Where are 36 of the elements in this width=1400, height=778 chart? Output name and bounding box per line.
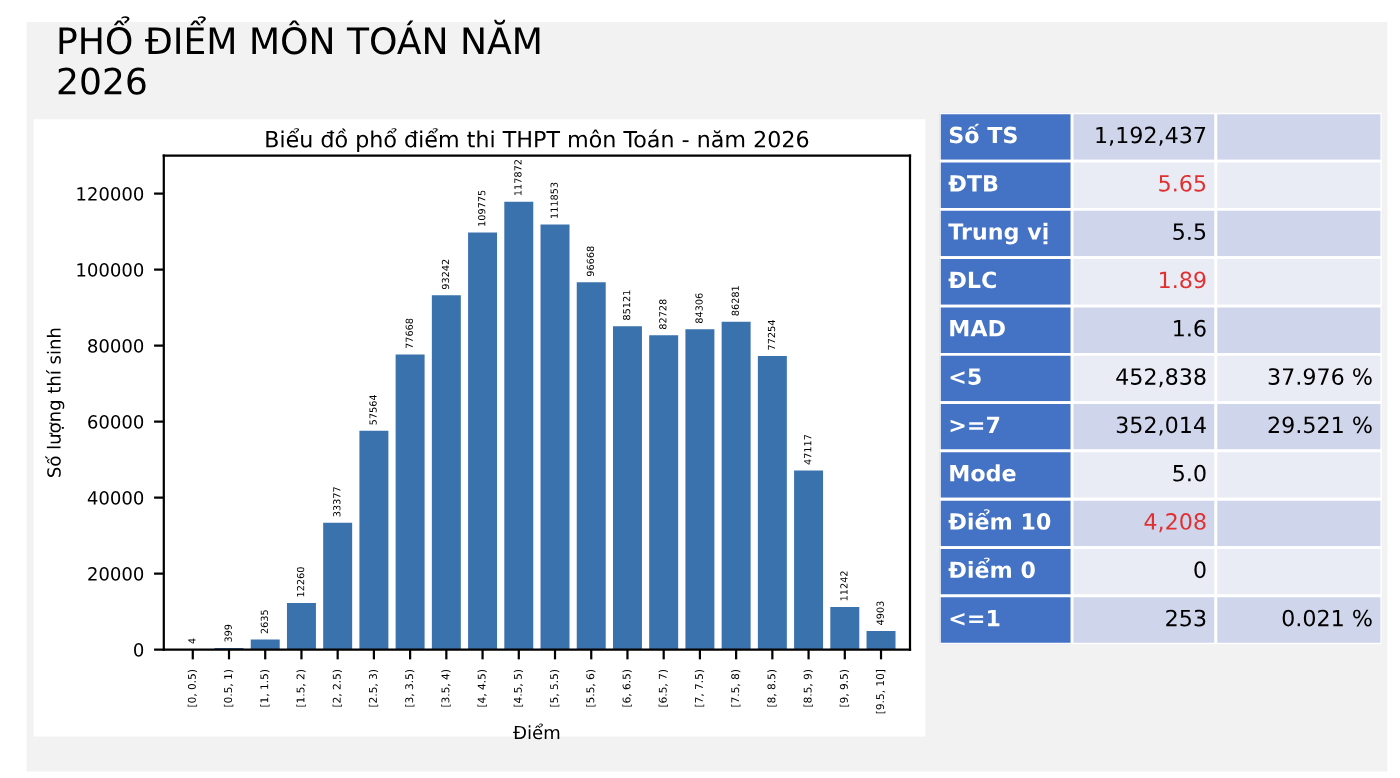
category-label: ĐTB bbox=[948, 175, 998, 192]
category-label: Trung vị bbox=[948, 222, 1048, 245]
text: 37.976 % bbox=[1268, 368, 1372, 385]
y-tick-label: 120000 bbox=[77, 187, 144, 201]
text: 1.89 bbox=[1160, 271, 1206, 289]
y-tick-label: 40000 bbox=[87, 491, 144, 505]
category-label: Điểm 0 bbox=[948, 557, 1035, 579]
text: 1,192,437 bbox=[1096, 126, 1206, 146]
y-axis-title: Số lượng thí sinh bbox=[45, 328, 65, 477]
category-label: MAD bbox=[950, 320, 1005, 337]
text: 0 bbox=[1194, 561, 1206, 579]
category-label: >=7 bbox=[950, 416, 1000, 433]
text: 5.0 bbox=[1173, 464, 1206, 482]
category-label: ĐLC bbox=[948, 271, 996, 289]
text: 29.521 % bbox=[1268, 416, 1372, 434]
chart-title: PHỔ ĐIỂM MÔN TOÁN NĂM 2026 bbox=[58, 16, 540, 95]
category-label: <=1 bbox=[950, 609, 1000, 627]
text: 0.021 % bbox=[1282, 609, 1372, 627]
text: 253 bbox=[1166, 609, 1206, 627]
category-label: Số TS bbox=[949, 123, 1017, 144]
text: 452,838 bbox=[1116, 368, 1206, 388]
chart-subtitle: Biểu đồ phổ điểm thi THPT môn Toán - năm 2026 bbox=[266, 128, 809, 152]
text: 1.6 bbox=[1174, 319, 1206, 337]
category-label: <5 bbox=[950, 368, 981, 385]
y-tick-label: 0 bbox=[134, 643, 144, 657]
text: 5.65 bbox=[1159, 174, 1206, 192]
y-tick-label: 80000 bbox=[88, 339, 144, 353]
y-tick-label: 20000 bbox=[88, 567, 144, 581]
text: 352,014 bbox=[1116, 416, 1206, 436]
y-tick-label: 60000 bbox=[88, 415, 144, 429]
category-label: Mode bbox=[950, 464, 1016, 482]
text: 5.5 bbox=[1173, 223, 1206, 241]
text: 4,208 bbox=[1144, 513, 1206, 533]
y-tick-label: 100000 bbox=[77, 263, 144, 277]
x-axis-title: Điểm bbox=[513, 723, 560, 740]
category-label: Điểm 10 bbox=[948, 509, 1051, 530]
